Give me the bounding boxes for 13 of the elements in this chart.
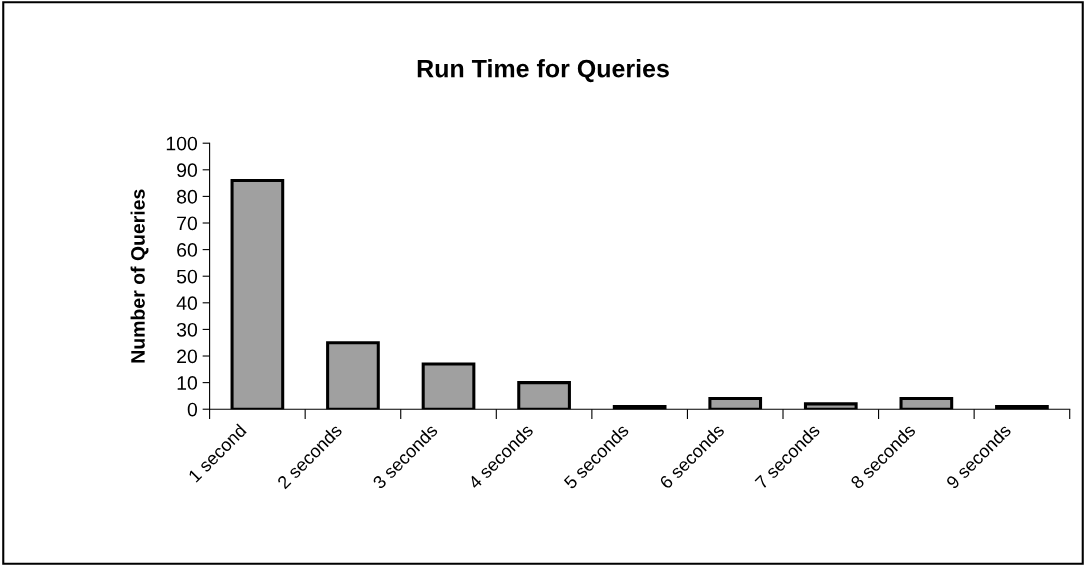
y-tick-label: 30 [176, 322, 198, 337]
y-tick-label: 80 [177, 189, 198, 204]
y-axis-title: Number of Queries [130, 189, 149, 363]
y-tick-label: 10 [177, 376, 198, 390]
y-tick-label: 90 [177, 163, 198, 178]
y-tick-label: 40 [176, 296, 198, 311]
y-tick-label: 50 [176, 269, 198, 284]
y-tick-label: 0 [187, 402, 198, 417]
chart-title: Run Time for Queries [417, 59, 669, 83]
y-tick-label: 20 [177, 349, 198, 364]
y-tick-label: 100 [166, 136, 198, 151]
y-tick-label: 70 [177, 216, 198, 231]
y-tick-label: 60 [177, 243, 198, 257]
